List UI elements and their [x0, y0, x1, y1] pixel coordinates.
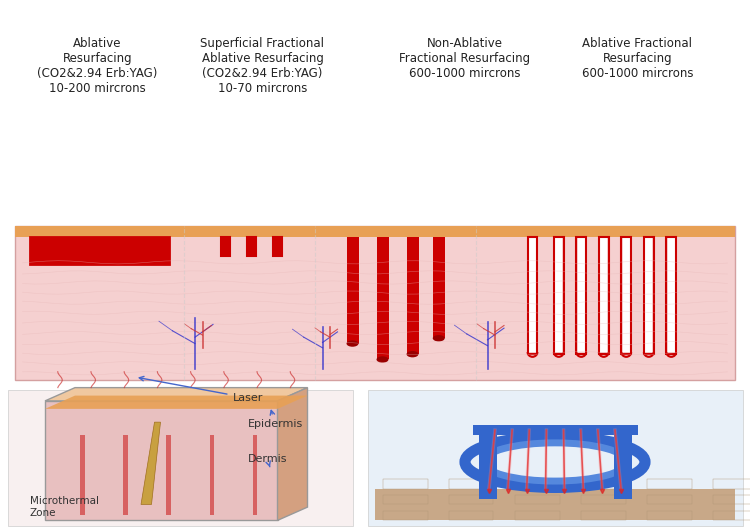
Bar: [375, 489, 735, 520]
Bar: [253, 435, 257, 515]
Bar: [528, 237, 537, 354]
Bar: [622, 237, 630, 352]
Bar: [514, 511, 560, 520]
Bar: [645, 237, 652, 352]
Bar: [123, 435, 128, 515]
Bar: [601, 237, 608, 352]
Text: Ablative
Resurfacing
(CO2&2.94 Erb:YAG)
10-200 mircrons: Ablative Resurfacing (CO2&2.94 Erb:YAG) …: [38, 37, 158, 95]
Bar: [554, 237, 564, 354]
Bar: [712, 511, 750, 520]
Bar: [614, 430, 632, 499]
Bar: [247, 237, 256, 256]
Bar: [45, 401, 278, 520]
Bar: [382, 511, 427, 520]
Polygon shape: [45, 396, 308, 409]
Text: Epidermis: Epidermis: [248, 410, 303, 430]
Bar: [514, 479, 560, 489]
Text: Microthermal
Zone: Microthermal Zone: [30, 496, 99, 518]
Bar: [382, 495, 427, 504]
Bar: [646, 511, 692, 520]
Polygon shape: [141, 422, 160, 504]
Bar: [578, 237, 585, 352]
Bar: [8, 390, 352, 526]
Bar: [514, 495, 560, 504]
Bar: [273, 237, 282, 256]
Text: Non-Ablative
Fractional Resurfacing
600-1000 mircrons: Non-Ablative Fractional Resurfacing 600-…: [400, 37, 530, 80]
Text: Superficial Fractional
Ablative Resurfacing
(CO2&2.94 Erb:YAG)
10-70 mircrons: Superficial Fractional Ablative Resurfac…: [200, 37, 325, 95]
Ellipse shape: [406, 351, 418, 357]
Bar: [712, 495, 750, 504]
Text: Ablative Fractional
Resurfacing
600-1000 mircrons: Ablative Fractional Resurfacing 600-1000…: [582, 37, 693, 80]
Bar: [472, 425, 638, 435]
Bar: [448, 479, 494, 489]
Bar: [478, 430, 496, 499]
Bar: [580, 479, 626, 489]
Bar: [580, 511, 626, 520]
Bar: [646, 495, 692, 504]
Bar: [166, 435, 171, 515]
Bar: [599, 237, 609, 354]
Bar: [220, 237, 230, 256]
Bar: [80, 435, 85, 515]
Bar: [530, 237, 536, 352]
Text: Laser: Laser: [140, 376, 262, 403]
Bar: [368, 390, 742, 526]
Text: Dermis: Dermis: [248, 454, 287, 467]
Bar: [15, 226, 735, 380]
Ellipse shape: [376, 356, 388, 363]
Bar: [576, 237, 586, 354]
Bar: [621, 237, 632, 354]
Bar: [448, 495, 494, 504]
Ellipse shape: [346, 340, 358, 347]
Bar: [646, 479, 692, 489]
Bar: [209, 435, 214, 515]
Bar: [15, 226, 735, 237]
Bar: [555, 237, 562, 352]
Bar: [580, 495, 626, 504]
Bar: [382, 479, 427, 489]
Polygon shape: [45, 388, 308, 401]
Bar: [376, 237, 388, 359]
Polygon shape: [278, 388, 308, 520]
Bar: [666, 237, 676, 354]
Bar: [433, 237, 445, 338]
Bar: [448, 511, 494, 520]
Bar: [30, 237, 169, 264]
Ellipse shape: [433, 335, 445, 341]
Bar: [346, 237, 358, 344]
Bar: [668, 237, 675, 352]
Bar: [406, 237, 418, 354]
Bar: [712, 479, 750, 489]
Bar: [644, 237, 653, 354]
